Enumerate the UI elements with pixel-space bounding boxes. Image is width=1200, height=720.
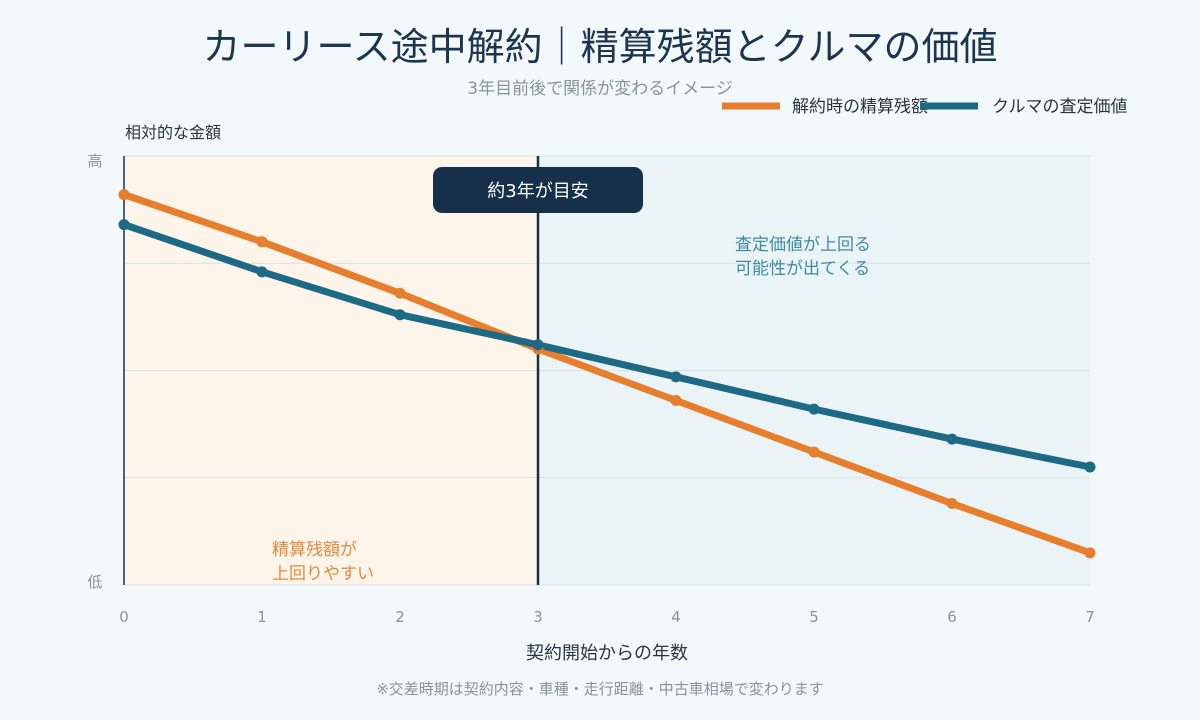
data-point: [946, 433, 958, 445]
data-point: [670, 371, 682, 383]
y-tick-low: 低: [87, 573, 102, 591]
grid-lines: [124, 155, 1090, 586]
legend: 解約時の精算残額 クルマの査定価値: [722, 97, 1128, 117]
callout-box: [433, 167, 643, 213]
crossover-callout: 約3年が目安: [433, 167, 643, 213]
data-point: [394, 287, 406, 299]
data-point: [394, 309, 406, 321]
x-axis-label: 契約開始からの年数: [526, 643, 688, 664]
series-line-1: [120, 221, 1094, 471]
data-point: [118, 219, 130, 231]
data-point: [118, 189, 130, 201]
legend-label-valuation: クルマの査定価値: [992, 97, 1128, 117]
x-tick-label: 6: [947, 608, 957, 626]
data-point: [946, 497, 958, 509]
series-line-0: [120, 191, 1094, 557]
x-tick-label: 5: [809, 608, 819, 626]
x-tick-label: 4: [671, 608, 681, 626]
x-tick-label: 2: [395, 608, 405, 626]
data-point: [808, 446, 820, 458]
y-axis-label: 相対的な金額: [125, 123, 221, 142]
data-point: [532, 339, 544, 351]
chart-title: カーリース途中解約｜精算残額とクルマの価値: [203, 25, 998, 69]
chart-subtitle: 3年目前後で関係が変わるイメージ: [467, 79, 732, 99]
footnote: ※交差時期は契約内容・車種・走行距離・中古車相場で変わります: [376, 680, 824, 698]
callout-label: 約3年が目安: [487, 181, 588, 202]
legend-label-settlement: 解約時の精算残額: [792, 97, 928, 117]
data-point: [1084, 547, 1096, 559]
left-region-annotation-line-1: 精算残額が: [272, 540, 357, 560]
x-tick-label: 3: [533, 608, 543, 626]
right-region-annotation-line-1: 査定価値が上回る: [735, 235, 871, 255]
x-tick-label: 7: [1085, 608, 1095, 626]
x-tick-labels: 0 1 2 3 4 5 6 7: [119, 608, 1095, 626]
left-region-annotation-line-2: 上回りやすい: [272, 564, 374, 584]
data-point: [670, 395, 682, 407]
x-tick-label: 0: [119, 608, 129, 626]
data-point: [808, 403, 820, 415]
right-region-annotation-line-2: 可能性が出てくる: [735, 259, 870, 279]
y-tick-high: 高: [87, 152, 102, 170]
x-tick-label: 1: [257, 608, 267, 626]
data-point: [256, 236, 268, 248]
data-point: [1084, 461, 1096, 473]
data-point: [256, 266, 268, 278]
series-lines: [118, 189, 1096, 559]
